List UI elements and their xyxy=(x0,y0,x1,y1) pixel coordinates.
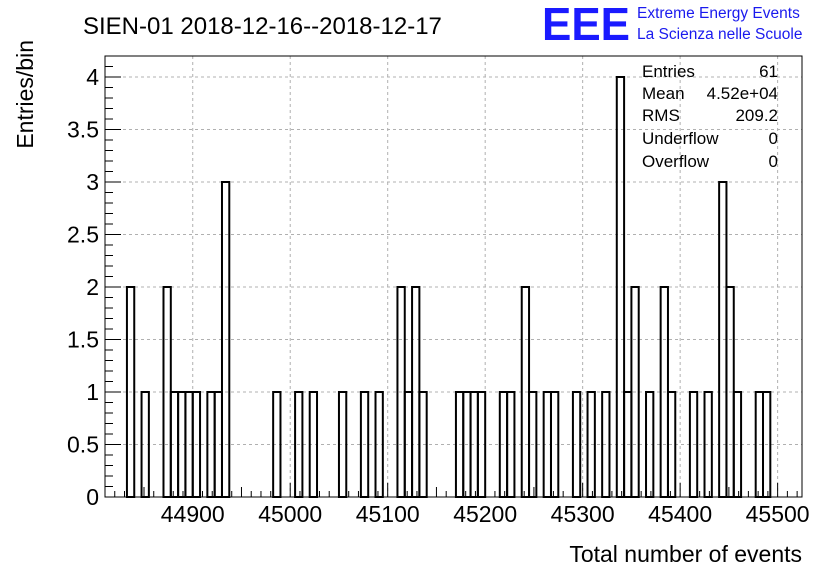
axis-ticks xyxy=(104,66,798,498)
stats-underflow-value: 0 xyxy=(769,129,778,148)
x-tick-label: 45100 xyxy=(356,501,420,527)
x-tick-label: 45500 xyxy=(746,501,810,527)
y-tick-label: 0 xyxy=(86,484,99,510)
y-tick-label: 4 xyxy=(86,64,99,90)
y-axis-label: Entries/bin xyxy=(12,40,38,149)
stats-rms-value: 209.2 xyxy=(735,106,778,125)
y-tick-label: 1.5 xyxy=(67,327,99,353)
x-axis-label: Total number of events xyxy=(569,541,802,567)
y-tick-label: 1 xyxy=(86,379,99,405)
x-tick-label: 45400 xyxy=(648,501,712,527)
y-tick-label: 2 xyxy=(86,274,99,300)
x-tick-label: 45300 xyxy=(551,501,615,527)
y-tick-label: 3 xyxy=(86,169,99,195)
stats-rms-label: RMS xyxy=(642,106,680,125)
stats-entries-label: Entries xyxy=(642,62,695,81)
x-tick-label: 44900 xyxy=(161,501,225,527)
y-tick-label: 0.5 xyxy=(67,432,99,458)
x-tick-label: 45200 xyxy=(453,501,517,527)
chart-title: SIEN-01 2018-12-16--2018-12-17 xyxy=(83,13,442,40)
logo-line-1: Extreme Energy Events xyxy=(637,5,800,22)
stats-mean-value: 4.52e+04 xyxy=(707,84,778,103)
x-tick-label: 45000 xyxy=(258,501,322,527)
axis-tick-labels: 44900 45000 45100 45200 45300 45400 45500 0 0.5 1… xyxy=(67,64,810,527)
y-tick-label: 3.5 xyxy=(67,117,99,143)
stats-entries-value: 61 xyxy=(759,62,778,81)
logo-line-2: La Scienza nelle Scuole xyxy=(637,26,802,43)
stats-underflow-label: Underflow xyxy=(642,129,719,148)
stats-box: Entries 61 Mean 4.52e+04 RMS 209.2 Under… xyxy=(642,62,778,171)
stats-mean-label: Mean xyxy=(642,84,685,103)
logo-mark: EEE xyxy=(542,0,630,50)
y-tick-label: 2.5 xyxy=(67,222,99,248)
stats-overflow-value: 0 xyxy=(769,152,778,171)
eee-logo: EEE Extreme Energy Events La Scienza nel… xyxy=(542,0,802,50)
stats-overflow-label: Overflow xyxy=(642,152,710,171)
